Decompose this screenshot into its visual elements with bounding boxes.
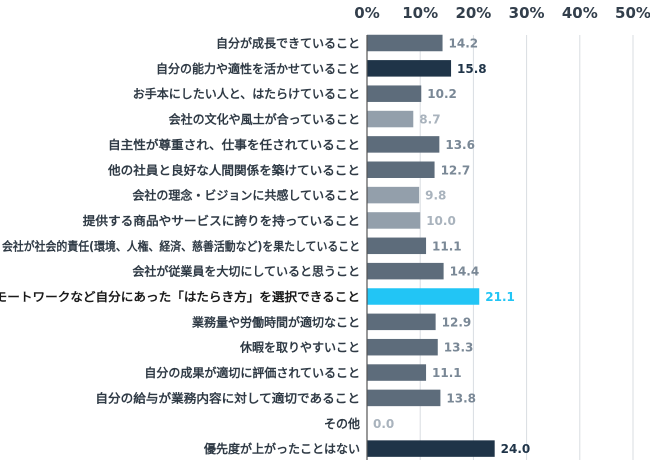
value-label-4: 13.6	[445, 138, 475, 152]
value-labels: 14.2 15.810.2 8.7 13.6 12.7 9.8 10.0 11.1 14.4 21…	[373, 37, 530, 457]
bar-2	[367, 85, 422, 102]
category-label-12: 休暇を取りやすいこと	[239, 340, 360, 355]
category-labels: 自分が成長できていること自分の能力や適性を活かせていることお手本にしたい人と、は…	[0, 36, 360, 457]
value-label-15: 0.0	[373, 417, 394, 431]
category-label-5: 他の社員と良好な人間関係を築けていること	[107, 162, 360, 177]
value-label-7: 10.0	[426, 214, 456, 228]
value-label-11: 12.9	[442, 315, 472, 329]
bar-14	[367, 389, 441, 407]
bar-11	[367, 313, 436, 331]
category-label-11: 業務量や労働時間が適切なこと	[191, 314, 360, 329]
value-label-10: 21.1	[485, 290, 515, 304]
value-label-6: 9.8	[425, 189, 446, 203]
value-label-14: 13.8	[446, 391, 476, 405]
value-label-2: 10.2	[427, 87, 457, 101]
value-label-8: 11.1	[432, 239, 462, 253]
x-tick-label-30: 30%	[509, 4, 545, 22]
value-label-9: 14.4	[450, 265, 480, 279]
bar-16	[367, 440, 495, 457]
value-label-3: 8.7	[419, 113, 440, 127]
grid-lines	[419, 35, 634, 460]
bar-5	[367, 161, 435, 178]
category-label-2: お手本にしたい人と、はたらけていること	[133, 86, 360, 101]
x-tick-label-0: 0%	[354, 4, 379, 22]
category-label-15: その他	[324, 416, 360, 431]
value-label-16: 24.0	[501, 442, 531, 456]
bar-1	[367, 60, 452, 77]
bar-7	[367, 212, 421, 229]
x-axis-ticks: 0% 10% 20% 30% 40% 50%	[354, 4, 650, 22]
bar-12	[367, 338, 438, 356]
category-label-6: 会社の理念・ビジョンに共感していること	[132, 188, 360, 203]
bar-9	[367, 262, 444, 280]
bar-0	[367, 34, 443, 52]
value-label-12: 13.3	[444, 341, 474, 355]
value-label-5: 12.7	[441, 163, 471, 177]
category-label-13: 自分の成果が適切に評価されていること	[144, 365, 360, 380]
category-label-8: 会社が社会的責任(環境、人権、経済、慈善活動など)を果たしていること	[2, 238, 360, 253]
bar-3	[367, 110, 414, 128]
category-label-16: 優先度が上がったことはない	[203, 441, 360, 456]
category-label-9: 会社が従業員を大切にしていると思うこと	[132, 264, 360, 279]
x-tick-label-10: 10%	[402, 4, 438, 22]
x-tick-label-40: 40%	[562, 4, 598, 22]
value-label-1: 15.8	[457, 62, 487, 76]
bars	[367, 34, 495, 457]
bar-10	[367, 288, 480, 305]
category-label-7: 提供する商品やサービスに誇りを持っていること	[83, 213, 360, 228]
value-label-0: 14.2	[449, 37, 479, 51]
x-tick-label-50: 50%	[615, 4, 650, 22]
category-label-1: 自分の能力や適性を活かせていること	[156, 61, 360, 76]
category-label-0: 自分が成長できていること	[216, 36, 360, 51]
x-tick-label-20: 20%	[455, 4, 491, 22]
category-label-14: 自分の給与が業務内容に対して適切であること	[95, 390, 360, 405]
category-label-4: 自主性が尊重され、仕事を任されていること	[108, 137, 360, 152]
category-label-3: 会社の文化や風土が合っていること	[169, 112, 360, 127]
bar-13	[367, 364, 427, 381]
value-label-13: 11.1	[432, 366, 462, 380]
category-label-10: リモートワークなど自分にあった「はたらき方」を選択できること	[0, 289, 360, 304]
bar-4	[367, 136, 440, 153]
bar-8	[367, 237, 427, 255]
bar-6	[367, 186, 420, 204]
